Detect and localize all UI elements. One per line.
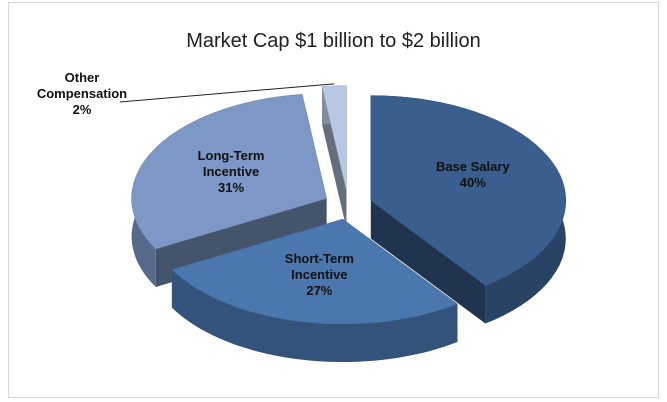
slice: [131, 94, 327, 250]
chart-title: Market Cap $1 billion to $2 billion: [186, 30, 481, 52]
chart-frame: [8, 2, 659, 398]
slice-side: [370, 200, 486, 324]
label-category: Other Compensation: [36, 70, 128, 101]
slice: [370, 95, 567, 286]
label-value: 40%: [459, 174, 486, 190]
data-label: Short-Term Incentive 27%: [267, 251, 371, 299]
label-value: 27%: [306, 283, 333, 299]
label-value: 2%: [72, 102, 92, 117]
slice: [171, 218, 458, 325]
data-label: Long-Term Incentive 31%: [179, 148, 283, 196]
data-label: Base Salary 40%: [421, 159, 525, 191]
label-category: Base Salary: [435, 158, 510, 174]
label-category: Short-Term Incentive: [284, 251, 354, 283]
label-value: 31%: [218, 180, 245, 196]
label-category: Long-Term Incentive: [197, 148, 265, 180]
slice-wall: [171, 269, 458, 362]
data-label: Other Compensation 2%: [30, 70, 134, 118]
leader-line: [119, 83, 335, 103]
slice: [321, 85, 347, 191]
